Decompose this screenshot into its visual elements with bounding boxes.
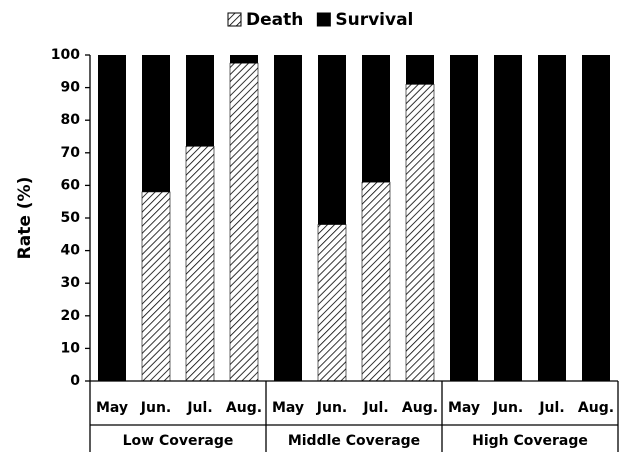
bar-segment bbox=[98, 55, 126, 381]
bar-segment bbox=[142, 55, 170, 192]
bar-segment bbox=[405, 84, 435, 382]
x-tick-label: Aug. bbox=[226, 400, 262, 416]
bar-segment bbox=[450, 55, 478, 381]
y-tick-label: 100 bbox=[51, 47, 80, 63]
y-tick-label: 40 bbox=[61, 243, 81, 259]
y-tick-label: 60 bbox=[61, 177, 81, 193]
group-label: Low Coverage bbox=[123, 433, 234, 449]
bar-segment bbox=[186, 55, 214, 147]
legend-label: Survival bbox=[335, 10, 413, 30]
y-tick-label: 50 bbox=[61, 210, 81, 226]
x-tick-label: May bbox=[96, 400, 128, 416]
bar-segment bbox=[230, 55, 258, 64]
y-tick-label: 20 bbox=[61, 308, 81, 324]
bar-segment bbox=[141, 191, 171, 382]
bar-segment bbox=[538, 55, 566, 381]
legend-swatch bbox=[316, 12, 331, 27]
x-tick-label: Jun. bbox=[316, 400, 347, 416]
y-tick-label: 10 bbox=[61, 340, 81, 356]
bar-segment bbox=[582, 55, 610, 381]
bar-segment bbox=[274, 55, 302, 381]
legend-swatch bbox=[227, 12, 242, 27]
x-tick-label: Aug. bbox=[402, 400, 438, 416]
bar-segment bbox=[406, 55, 434, 85]
bar-segment bbox=[494, 55, 522, 381]
group-label: High Coverage bbox=[472, 433, 588, 449]
y-tick-label: 70 bbox=[61, 145, 81, 161]
bar-segment bbox=[317, 224, 347, 382]
x-tick-label: May bbox=[272, 400, 304, 416]
x-tick-label: Jun. bbox=[492, 400, 523, 416]
bar-segment bbox=[361, 181, 391, 382]
x-tick-label: Jun. bbox=[140, 400, 171, 416]
bar-segment bbox=[229, 62, 259, 382]
bar-segment bbox=[318, 55, 346, 225]
x-tick-label: Jul. bbox=[362, 400, 388, 416]
bar-segment bbox=[185, 145, 215, 382]
x-tick-label: Jul. bbox=[186, 400, 212, 416]
y-axis-label: Rate (%) bbox=[15, 177, 35, 260]
y-tick-label: 80 bbox=[61, 112, 81, 128]
bar-segment bbox=[362, 55, 390, 183]
x-tick-label: Jul. bbox=[538, 400, 564, 416]
x-tick-label: Aug. bbox=[578, 400, 614, 416]
legend-label: Death bbox=[246, 10, 303, 30]
y-tick-label: 0 bbox=[70, 373, 80, 389]
y-tick-label: 90 bbox=[61, 80, 81, 96]
y-tick-label: 30 bbox=[61, 275, 81, 291]
group-label: Middle Coverage bbox=[288, 433, 420, 449]
x-tick-label: May bbox=[448, 400, 480, 416]
